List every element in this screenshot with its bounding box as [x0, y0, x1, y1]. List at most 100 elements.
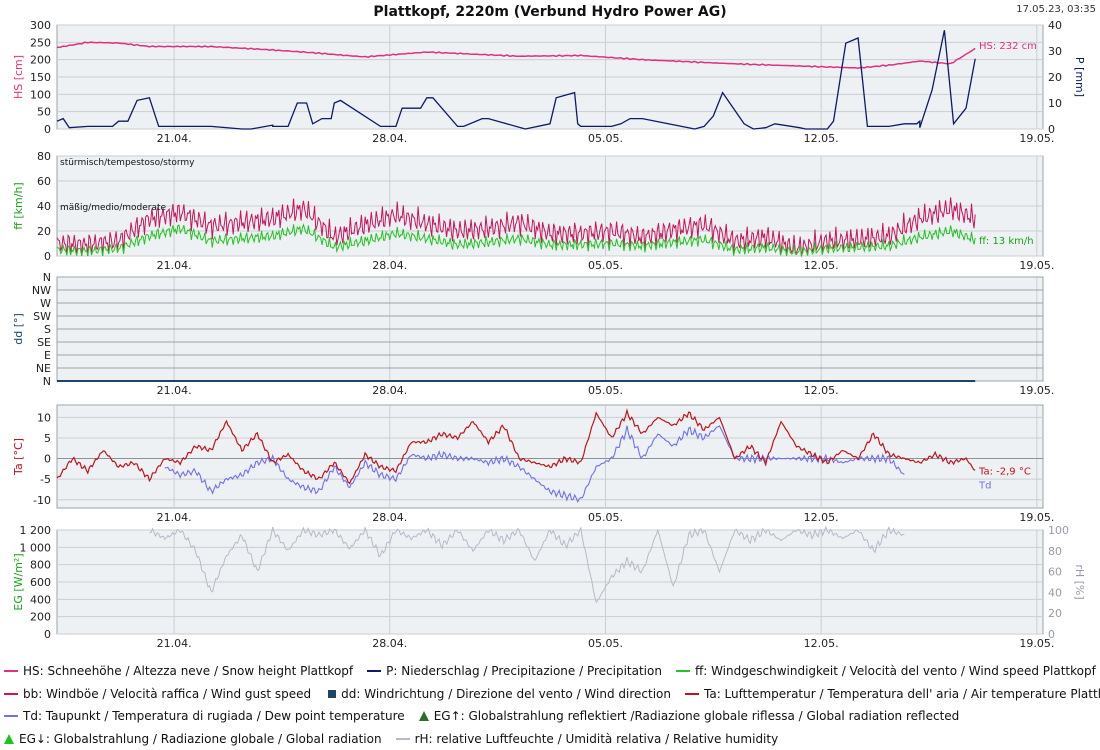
- legend-row: EG↓: Globalstrahlung / Radiazione global…: [4, 728, 1096, 750]
- y-tick-label: 10: [37, 411, 51, 424]
- series-line-rh: [149, 525, 905, 604]
- y-tick-label: 20: [37, 225, 51, 238]
- legend-swatch-line: [4, 715, 18, 718]
- panel-wind-direction: 21.04. 28.04. 05.05. 12.05. 19.05.NNWWSWSSEE…: [12, 271, 1054, 397]
- series-line-ta: [56, 408, 976, 485]
- annotation-ta: Ta: -2,9 °C: [978, 467, 1031, 478]
- x-tick-label: 12.05.: [804, 637, 839, 650]
- y-tick-label: 80: [37, 150, 51, 163]
- x-tick-label: 12.05.: [804, 259, 839, 272]
- legend-swatch-line: [685, 692, 699, 695]
- x-tick-label: 21.04.: [157, 384, 192, 397]
- y-tick-label: 250: [30, 36, 51, 49]
- x-tick-label: 12.05.: [804, 384, 839, 397]
- legend-label: bb: Windböe / Velocità raffica / Wind gu…: [23, 686, 312, 701]
- x-tick-label: 21.04.: [157, 511, 192, 524]
- legend-item-p: P: Niederschlag / Precipitazione / Preci…: [367, 664, 662, 678]
- x-tick-label: 28.04.: [372, 259, 407, 272]
- y-tick-label: 0: [44, 250, 51, 263]
- legend-swatch-square: [328, 689, 337, 698]
- label-moderate: mäßig/medio/moderate: [60, 203, 167, 213]
- x-tick-label: 19.05.: [1019, 637, 1054, 650]
- x-tick-label: 19.05.: [1019, 132, 1054, 145]
- x-tick-label: 05.05.: [588, 259, 623, 272]
- y-tick-label: 60: [37, 175, 51, 188]
- panel-radiation-humidity: 21.04. 28.04. 05.05. 12.05. 19.05.0200400600…: [12, 524, 1086, 650]
- y-axis-label: Ta [°C]: [12, 438, 25, 476]
- y-right-tick-label: 20: [1048, 607, 1062, 620]
- legend-label: EG↓: Globalstrahlung / Radiazione global…: [19, 731, 382, 746]
- direction-label: S: [44, 323, 51, 336]
- y-right-tick-label: 100: [1048, 524, 1069, 537]
- direction-label: SW: [33, 310, 51, 323]
- y-tick-label: 1 200: [20, 524, 52, 537]
- x-tick-label: 05.05.: [588, 511, 623, 524]
- x-tick-label: 28.04.: [372, 511, 407, 524]
- legend-item-rh: rH: relative Luftfeuchte / Umidità relat…: [395, 731, 779, 746]
- y-axis-label: dd [°]: [12, 313, 25, 345]
- x-tick-label: 28.04.: [372, 637, 407, 650]
- x-tick-label: 21.04.: [157, 637, 192, 650]
- y-axis-label: ff [km/h]: [12, 182, 25, 229]
- series-line-p: [56, 30, 976, 130]
- y-tick-label: -5: [40, 473, 51, 486]
- y-tick-label: 800: [30, 559, 51, 572]
- direction-label: NE: [36, 362, 51, 375]
- legend-swatch-line: [4, 670, 18, 673]
- y-tick-label: 0: [44, 453, 51, 466]
- legend-item-egr: EG↑: Globalstrahlung reflektiert /Radiaz…: [418, 709, 959, 723]
- legend-label: dd: Windrichtung / Direzione del vento /…: [341, 686, 671, 701]
- legend-label: rH: relative Luftfeuchte / Umidità relat…: [414, 731, 779, 746]
- legend-item-eg: EG↓: Globalstrahlung / Radiazione global…: [4, 732, 382, 746]
- legend-swatch-triangle: [418, 711, 429, 722]
- chart-canvas: Plattkopf, 2220m (Verbund Hydro Power AG…: [12, 4, 1096, 650]
- legend-item-dd: dd: Windrichtung / Direzione del vento /…: [325, 687, 671, 701]
- x-tick-label: 19.05.: [1019, 511, 1054, 524]
- y-tick-label: 200: [30, 54, 51, 67]
- legend-swatch-line: [675, 670, 690, 673]
- x-tick-label: 12.05.: [804, 132, 839, 145]
- panel-temperature: 21.04. 28.04. 05.05. 12.05. 19.05. -10 -5 0 5 10 T…: [12, 404, 1054, 524]
- direction-label: N: [43, 271, 51, 284]
- x-tick-label: 28.04.: [372, 384, 407, 397]
- y-right-tick-label: 30: [1048, 45, 1062, 58]
- y-tick-label: 300: [30, 19, 51, 32]
- y-tick-label: -10: [33, 494, 51, 507]
- y-tick-label: 100: [30, 88, 51, 101]
- legend: HS: Schneehöhe / Altezza neve / Snow hei…: [4, 660, 1100, 750]
- y-tick-label: 600: [30, 576, 51, 589]
- y-right-tick-label: 80: [1048, 545, 1062, 558]
- y-right-tick-label: 40: [1048, 19, 1062, 32]
- x-tick-label: 21.04.: [157, 259, 192, 272]
- legend-swatch-line: [395, 737, 410, 740]
- chart-title: Plattkopf, 2220m (Verbund Hydro Power AG…: [373, 4, 726, 20]
- annotation-td: Td: [978, 481, 991, 492]
- legend-item-td: Td: Taupunkt / Temperatura di rugiada / …: [4, 709, 405, 723]
- y-tick-label: 0: [44, 628, 51, 641]
- y-axis-label: EG [W/m²]: [12, 553, 25, 610]
- y-tick-label: 50: [37, 106, 51, 119]
- y-tick-label: 400: [30, 593, 51, 606]
- y-right-tick-label: 10: [1048, 97, 1062, 110]
- legend-swatch-line: [4, 692, 18, 695]
- timestamp: 17.05.23, 03:35: [1016, 4, 1096, 15]
- legend-row: Td: Taupunkt / Temperatura di rugiada / …: [4, 705, 1096, 728]
- series-line-hs: [56, 41, 976, 69]
- y-axis-right-label: P [mm]: [1073, 57, 1086, 97]
- panel-snow-precipitation: 21.04. 28.04. 05.05. 12.05. 19.05.0501001502…: [12, 19, 1086, 145]
- x-tick-label: 05.05.: [588, 384, 623, 397]
- direction-label: NW: [32, 284, 51, 297]
- legend-label: P: Niederschlag / Precipitazione / Preci…: [386, 664, 662, 679]
- y-right-tick-label: 60: [1048, 566, 1062, 579]
- x-tick-label: 05.05.: [588, 132, 623, 145]
- direction-label: E: [44, 349, 51, 362]
- panel-wind-speed: 21.04. 28.04. 05.05. 12.05. 19.05. 0 20 40 60 80 f…: [12, 150, 1054, 272]
- legend-item-hs: HS: Schneehöhe / Altezza neve / Snow hei…: [4, 664, 353, 678]
- x-tick-label: 28.04.: [372, 132, 407, 145]
- x-tick-label: 05.05.: [588, 637, 623, 650]
- legend-item-bb: bb: Windböe / Velocità raffica / Wind gu…: [4, 687, 311, 701]
- y-tick-label: 5: [44, 432, 51, 445]
- direction-label: SE: [37, 336, 51, 349]
- x-tick-label: 12.05.: [804, 511, 839, 524]
- annotation-hs: HS: 232 cm: [979, 41, 1037, 52]
